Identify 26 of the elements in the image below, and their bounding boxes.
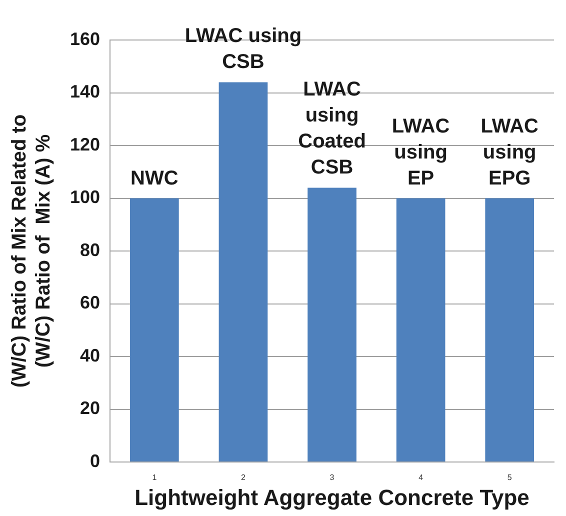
y-axis-title: (W/C) Ratio of Mix Related to (W/C) Ratio of Mix (A) % [8,114,55,388]
y-tick-label: 20 [80,398,100,418]
y-tick-label: 120 [70,134,100,154]
y-tick-label: 160 [70,28,100,49]
y-tick-label: 0 [90,450,100,471]
x-axis-title: Lightweight Aggregate Concrete Type [134,484,530,510]
annotation: LWAC using EP [392,115,450,190]
annotation: LWAC using EPG [480,115,538,190]
bar [130,198,179,462]
y-tick-label: 40 [80,345,100,366]
y-tick-label: 80 [80,240,100,260]
x-tick-label: 5 [507,473,512,482]
x-tick-label: 3 [330,473,335,482]
bar [218,82,268,462]
bar [308,188,356,462]
annotation: LWAC using Coated CSB [298,78,366,179]
annotation: LWAC using CSB [184,25,302,74]
x-tick-label: 4 [418,473,424,482]
x-tick-label: 1 [152,473,158,482]
x-tick-label: 2 [240,473,246,482]
y-tick-label: 60 [80,292,100,313]
bar [396,198,446,462]
annotation: NWC [130,167,178,190]
bar [485,198,534,462]
y-tick-label: 140 [70,82,100,102]
y-tick-label: 100 [70,187,100,208]
